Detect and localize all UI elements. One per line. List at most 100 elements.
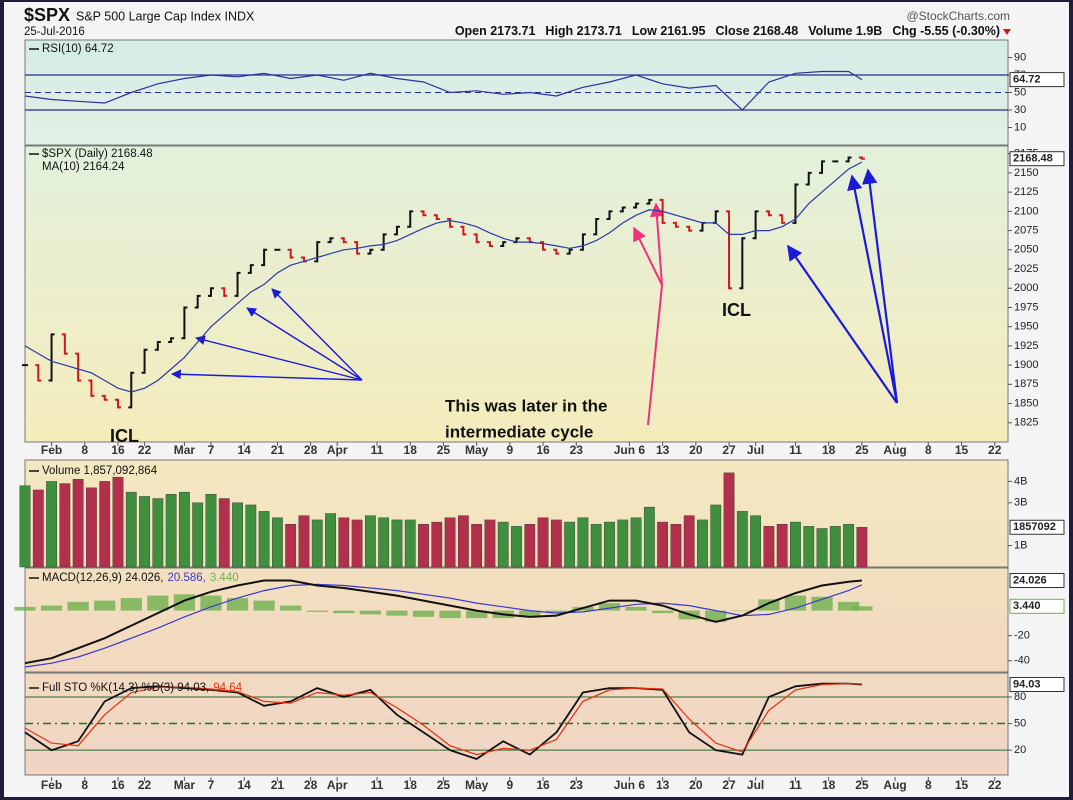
x-tick-label: 22 [988,443,1002,457]
x-tick-label: Mar [174,778,196,792]
histogram-bar [120,598,142,611]
price-bar [75,352,82,382]
x-tick-label: 18 [404,443,418,457]
price-bar [473,233,480,244]
price-bar [314,241,321,263]
price-bar [845,156,852,163]
x-tick-label: 7 [208,443,215,457]
x-tick-label: 22 [988,778,1002,792]
price-bar [646,198,653,205]
y-tick-label: 1850 [1014,397,1038,409]
volume-bar [829,526,841,568]
price-bar [726,210,733,290]
x-tick-label: Feb [41,443,62,457]
x-tick-label: 11 [371,443,384,457]
histogram-bar [412,610,435,617]
histogram-bar [837,601,860,611]
volume-bar [325,513,336,568]
legend: $SPX (Daily) 2168.48 [42,148,153,160]
volume-bar [763,526,775,568]
volume-bar [99,481,111,568]
stat: Low 2161.95 [632,24,706,38]
line [24,682,862,756]
value-box-label: 3.440 [1013,600,1041,612]
price-bar [606,210,613,221]
macd-panel [24,567,1009,673]
y-tick-label: 2150 [1014,167,1038,179]
value-box-label: 2168.48 [1013,153,1053,165]
price-bar [486,241,493,247]
value-box-label: 94.03 [1013,678,1041,690]
histogram-bar [200,595,222,611]
x-tick-label: Jun 6 [614,443,646,457]
volume-bar [484,519,496,568]
arrow [787,244,898,404]
value-box [1009,151,1065,167]
x-tick-label: 25 [437,443,451,457]
x-tick-label: 11 [789,443,802,457]
volume-bar [298,515,310,568]
volume-bar [112,476,124,568]
x-tick-label: 18 [404,778,418,792]
volume-bar [604,521,615,568]
price-bar [393,225,400,236]
y-tick-label: 4B [1014,475,1027,487]
arrows [171,168,899,426]
price-bar [672,221,679,228]
price-bar [194,294,201,309]
x-tick-label: Jul [747,778,764,792]
volume-bar [457,515,469,568]
volume-bar [179,491,190,568]
volume-bar [776,524,788,568]
price-bar [407,210,414,228]
histogram-bar [253,600,275,611]
y-tick-label: 50 [1014,86,1026,98]
arrow [195,335,363,381]
legend-entry: RSI(10) 64.72 [42,43,114,55]
legend-entry: $SPX (Daily) 2168.48 [42,148,153,160]
price-bar [141,348,148,374]
stat: Chg -5.55 (-0.30%) [892,24,1000,38]
x-tick-label: 11 [371,778,384,792]
volume-bar [391,519,403,568]
price-bar [181,306,188,340]
volume-bar [497,521,509,568]
histogram-bar [851,606,873,611]
x-tick-label: 23 [570,443,584,457]
y-tick-label: 2075 [1014,224,1038,236]
price-bar [340,237,347,244]
stat: Close 2168.48 [716,24,799,38]
y-tick-label: 2000 [1014,282,1038,294]
legend-entry: 3.440 [210,572,239,584]
value-box [1009,572,1065,588]
y-tick-label: 1B [1014,540,1027,552]
price-bar [566,248,573,255]
price-bar [752,210,759,240]
price-bar [380,233,387,251]
histogram-bar [306,610,328,612]
y-tick-label: 2025 [1014,263,1038,275]
y-tick-label: 1925 [1014,340,1038,352]
legend: MACD(12,26,9) 24.026, 20.586, 3.440 [42,572,239,584]
x-tick-label: 13 [656,778,670,792]
arrow [847,174,899,404]
price-bar [858,156,865,160]
histogram-bar [226,598,249,611]
x-tick-label: 22 [138,778,152,792]
volume-bar [32,489,44,568]
price-bar [779,214,786,224]
macd-line [24,579,862,665]
price-bar [805,171,812,186]
arrow [862,168,899,404]
x-tick-label: 11 [789,778,802,792]
volume-bar [258,511,270,568]
x-tick-label: 27 [722,778,736,792]
x-tick-label: 23 [570,778,584,792]
histogram-bar [758,599,780,611]
price-bar [792,183,799,224]
y-tick-label: -20 [1014,630,1030,642]
x-tick-label: 8 [925,778,932,792]
volume-bar [152,498,164,568]
legend-entry: MACD(12,26,9) 24.026, [42,572,163,584]
